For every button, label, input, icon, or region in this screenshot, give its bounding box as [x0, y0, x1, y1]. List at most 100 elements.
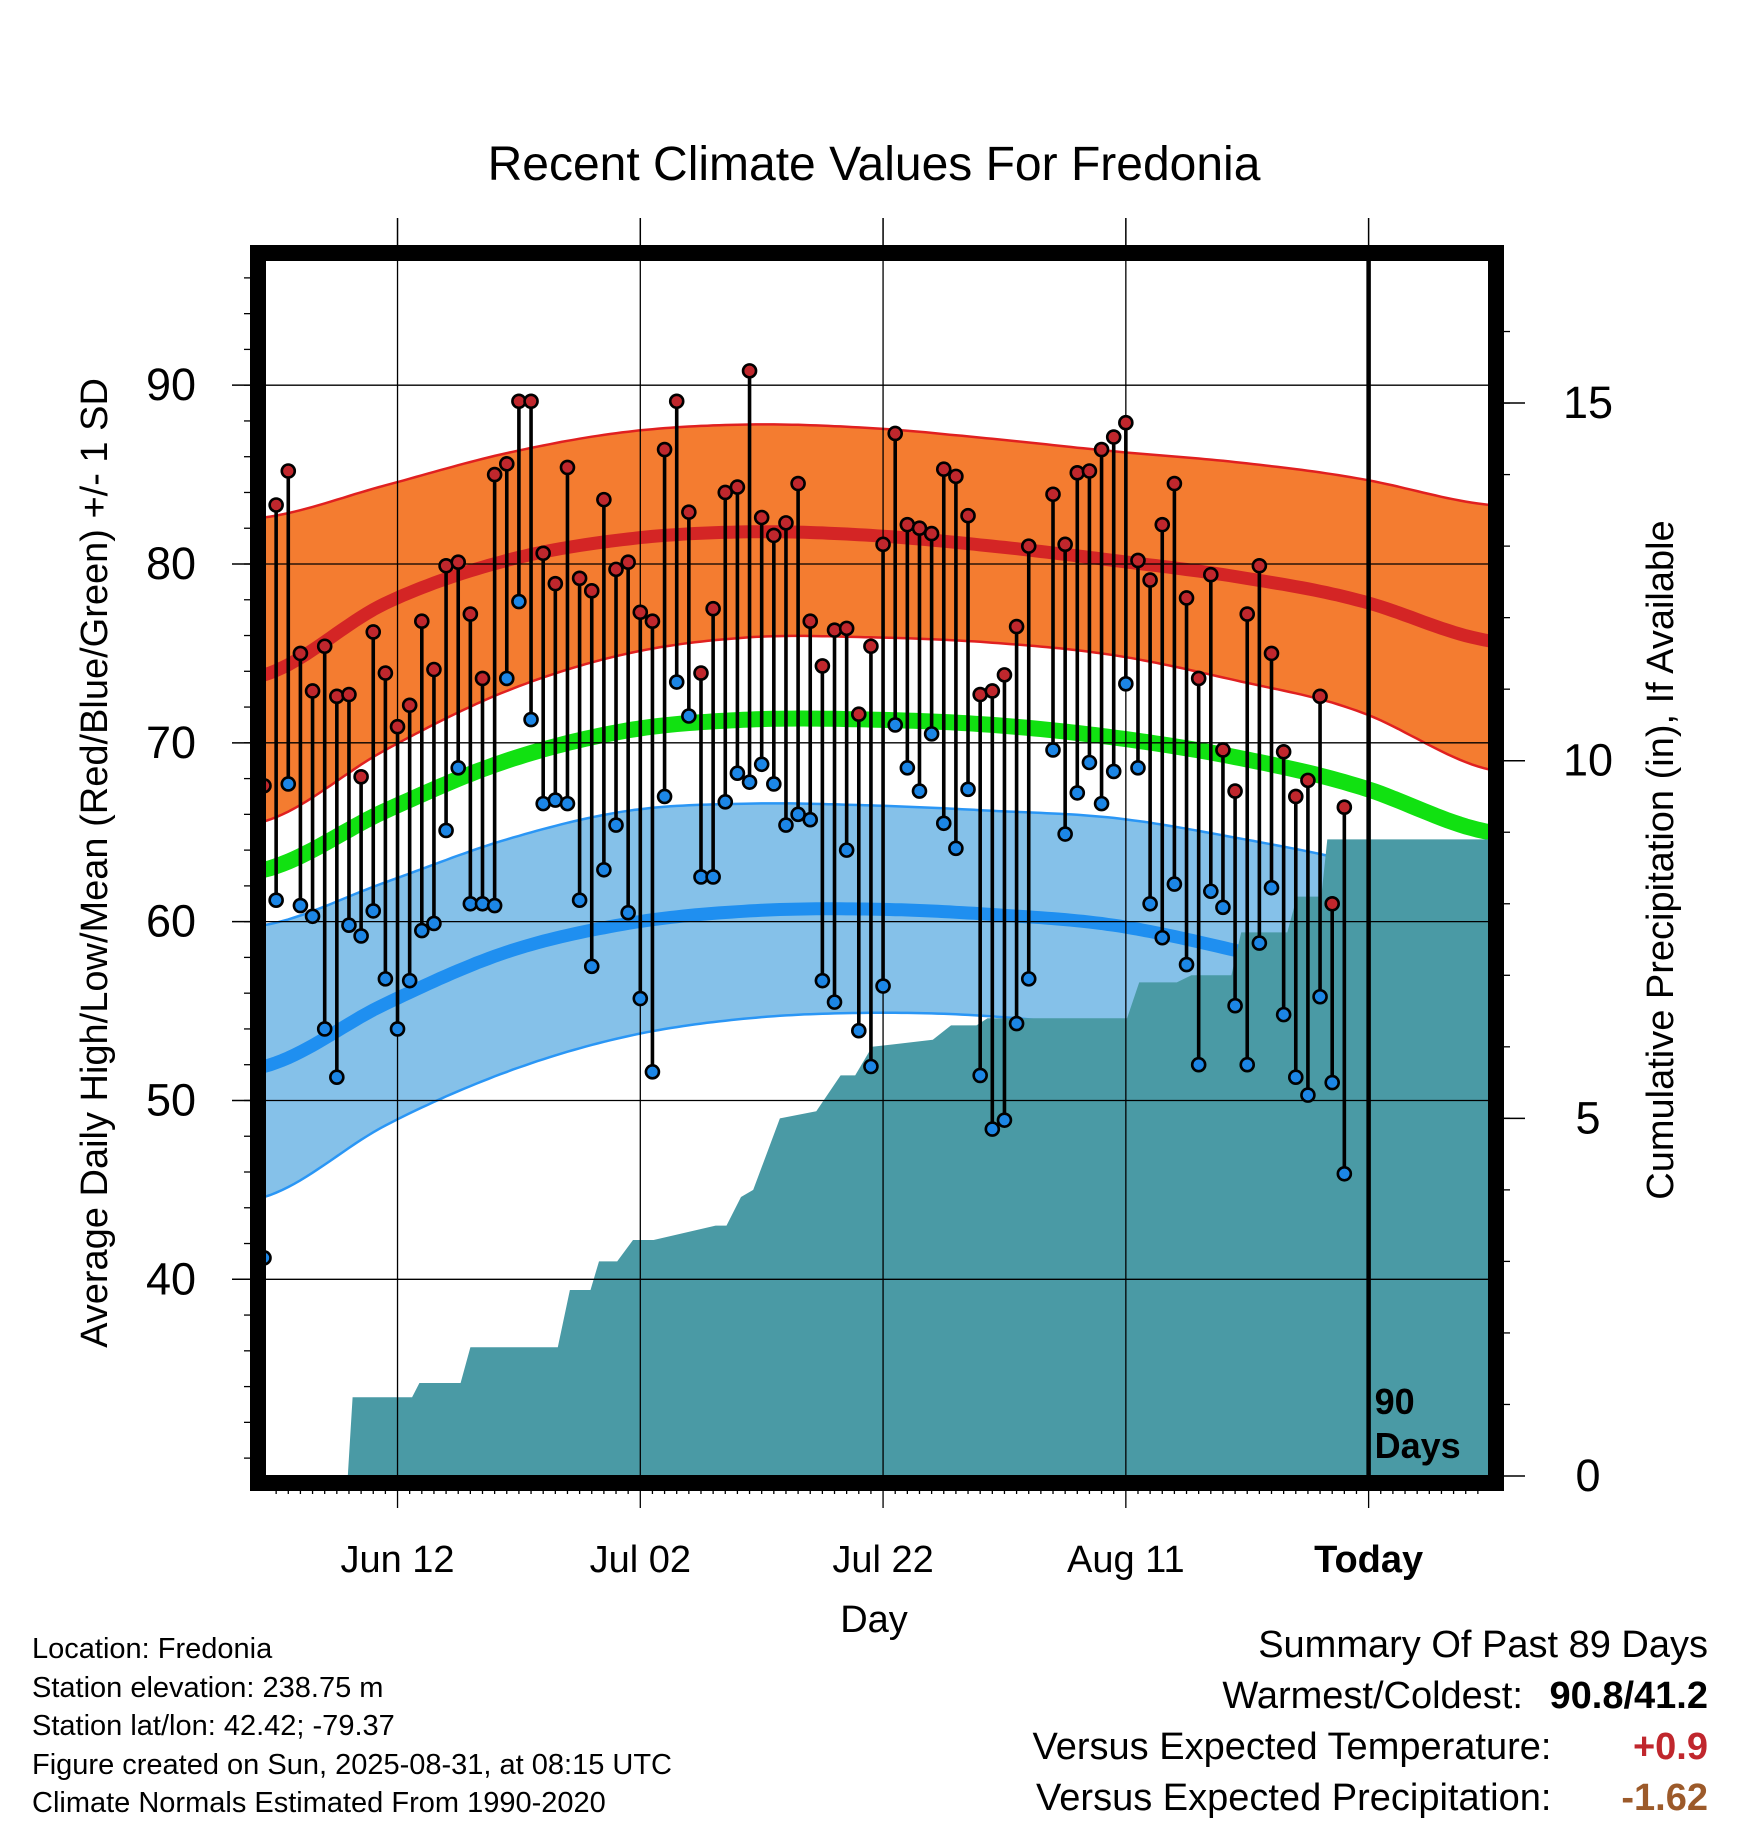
summary-panel: Summary Of Past 89 Days Warmest/Coldest:… — [1033, 1620, 1708, 1824]
low-point — [559, 795, 576, 812]
low-point — [620, 904, 636, 921]
high-point — [414, 613, 430, 630]
low-point — [426, 915, 442, 932]
high-point — [1239, 606, 1256, 622]
low-point — [778, 817, 794, 833]
low-point — [341, 917, 357, 934]
high-point — [1203, 566, 1219, 583]
summary-heading: Summary Of Past 89 Days — [1258, 1624, 1708, 1666]
low-point — [1008, 1015, 1025, 1032]
high-point — [1190, 670, 1207, 687]
high-point — [559, 459, 576, 476]
y2-axis-label: Cumulative Precipitation (in), If Availa… — [1640, 520, 1682, 1199]
high-point — [668, 393, 685, 410]
x-axis-label: Day — [840, 1599, 908, 1641]
y-tick-label: 40 — [146, 1253, 196, 1304]
high-point — [1287, 788, 1304, 805]
low-point — [838, 842, 855, 858]
high-point — [741, 363, 758, 379]
low-point — [583, 958, 600, 975]
high-point — [341, 686, 357, 703]
high-sd-band — [264, 424, 1490, 822]
high-point — [498, 456, 515, 472]
low-point — [365, 903, 382, 919]
low-point — [280, 776, 297, 792]
y2-tick-label: 15 — [1563, 377, 1613, 428]
low-point — [498, 670, 515, 687]
high-point — [280, 463, 297, 479]
low-point — [377, 971, 394, 987]
low-point — [1227, 997, 1243, 1014]
high-point — [1336, 799, 1353, 816]
low-point — [863, 1058, 879, 1075]
low-point — [850, 1022, 867, 1039]
high-point — [523, 393, 539, 410]
low-point — [1312, 988, 1328, 1005]
low-point — [960, 781, 976, 798]
high-point — [753, 509, 770, 526]
high-point — [583, 583, 600, 599]
high-point — [850, 706, 867, 723]
low-point — [292, 897, 309, 914]
low-point — [1154, 929, 1171, 946]
today-label-line2: Days — [1375, 1425, 1461, 1466]
high-point — [608, 561, 624, 578]
high-point — [1105, 429, 1122, 445]
y-tick-label: 90 — [146, 359, 196, 410]
high-point — [778, 515, 794, 531]
high-point — [1215, 742, 1231, 758]
low-point — [1142, 895, 1158, 912]
low-point — [705, 869, 721, 885]
high-point — [996, 667, 1013, 683]
temp-departure-value: +0.9 — [1632, 1726, 1708, 1768]
low-point — [401, 972, 418, 989]
low-point — [353, 928, 369, 944]
high-point — [923, 525, 940, 542]
x-tick-label: Jun 12 — [340, 1539, 454, 1581]
high-point — [1251, 557, 1268, 574]
low-point — [948, 840, 964, 857]
high-point — [1045, 486, 1061, 503]
high-point — [1178, 590, 1195, 606]
high-point — [377, 665, 394, 681]
high-point — [1166, 475, 1183, 492]
low-point — [1081, 754, 1098, 771]
low-point — [632, 990, 649, 1007]
high-point — [426, 661, 442, 678]
high-sd-band-lower-edge — [264, 634, 1490, 823]
low-point — [1324, 1074, 1340, 1091]
high-point — [1142, 572, 1158, 588]
low-point — [1105, 763, 1122, 780]
low-point — [389, 1021, 406, 1037]
high-point — [1118, 414, 1134, 431]
high-point — [644, 613, 661, 630]
low-point — [766, 776, 782, 792]
high-point — [462, 606, 479, 622]
low-point — [1336, 1165, 1353, 1182]
low-point — [911, 783, 928, 799]
summary-precip-row: Versus Expected Precipitation: -1.62 — [1033, 1773, 1708, 1824]
low-point — [1215, 899, 1231, 916]
low-point — [414, 922, 430, 939]
high-point — [1275, 743, 1292, 760]
high-point — [984, 683, 1001, 699]
y-tick-label: 80 — [146, 538, 196, 589]
low-point — [1118, 676, 1134, 692]
high-point — [729, 479, 746, 495]
precip-label: Versus Expected Precipitation: — [1036, 1777, 1552, 1819]
low-point — [329, 1069, 345, 1086]
low-point — [304, 908, 321, 925]
low-point — [1130, 760, 1146, 776]
high-point — [863, 638, 879, 655]
low-point — [438, 822, 454, 839]
low-point — [644, 1064, 661, 1080]
low-sd-band-upper-edge — [264, 802, 1490, 927]
low-point — [268, 892, 284, 908]
y-tick-label: 70 — [146, 717, 196, 768]
low-point — [729, 765, 746, 782]
plot-frame — [250, 245, 1504, 1491]
high-point — [620, 554, 636, 571]
low-point — [1069, 785, 1086, 801]
